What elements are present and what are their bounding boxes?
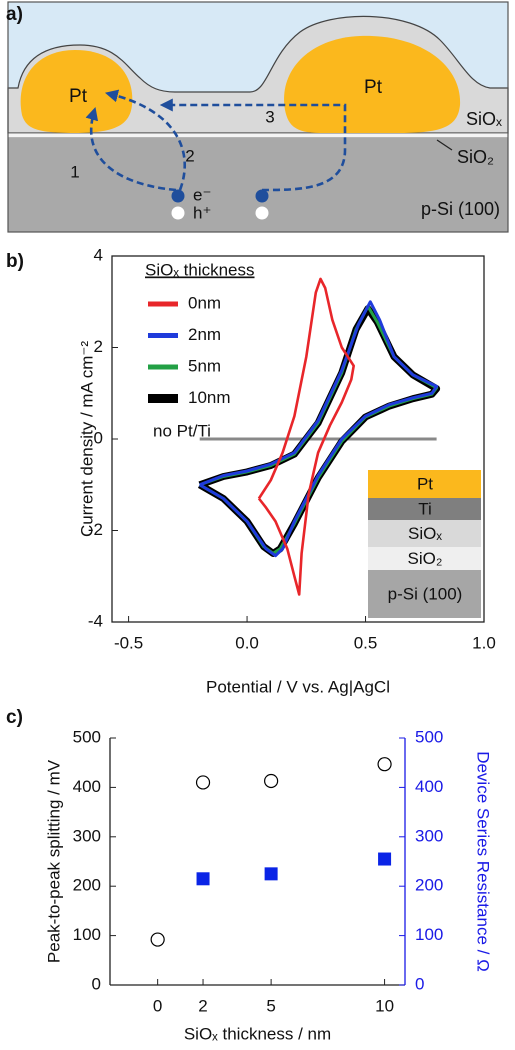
pt-particle — [20, 50, 133, 133]
label: 2 — [185, 146, 194, 165]
label: 3 — [265, 107, 274, 126]
point — [264, 773, 279, 789]
path-arrow — [104, 89, 186, 191]
y-tick-label: 0 — [94, 428, 103, 447]
inset-layer — [368, 498, 481, 520]
label: p-Si (100) — [421, 199, 500, 219]
legend-title: SiOₓ thickness — [145, 260, 255, 279]
panel-label: c) — [6, 707, 23, 728]
inset-label: SiO₂ — [408, 549, 443, 568]
y2-axis-label: Device Series Resistance / Ω — [474, 751, 493, 972]
y-tick-label: 500 — [73, 727, 101, 746]
electron-dot — [171, 189, 185, 203]
point — [378, 852, 392, 866]
y2-tick-label: 400 — [415, 777, 443, 796]
y-tick-label: 2 — [94, 337, 103, 356]
y-tick-label: 100 — [73, 925, 101, 944]
x-tick-label: 0 — [153, 996, 162, 1015]
label: Pt — [69, 86, 88, 107]
label: SiOₓ — [466, 109, 502, 129]
label: Pt — [364, 77, 383, 98]
inset-layer — [368, 520, 481, 547]
label: 1 — [70, 162, 79, 181]
y-tick-label: 200 — [73, 876, 101, 895]
y-tick-label: 0 — [92, 974, 101, 993]
y-tick-label: -2 — [88, 520, 103, 539]
label: h⁺ — [193, 203, 211, 222]
y2-tick-label: 500 — [415, 727, 443, 746]
legend-label: 0nm — [188, 293, 221, 312]
legend-label: 5nm — [188, 356, 221, 375]
frame — [7, 1, 509, 233]
pointer — [436, 139, 453, 151]
inset-layer — [368, 570, 481, 618]
x-tick-label: 10 — [375, 996, 394, 1015]
point — [377, 757, 392, 772]
hole-dot — [255, 206, 269, 220]
cv-curve — [257, 277, 355, 596]
inset-layer — [368, 547, 481, 570]
y-tick-label: 400 — [73, 777, 101, 796]
inset-layer — [368, 470, 481, 498]
y-axis-label: Peak-to-peak splitting / mV — [44, 759, 63, 963]
cv-curve — [198, 300, 439, 558]
label: e⁻ — [193, 185, 211, 204]
y-axis-label: Current density / mA cm⁻² — [77, 341, 96, 537]
electron-dot — [255, 189, 269, 203]
point — [196, 872, 210, 886]
sio2-layer — [7, 132, 509, 139]
x-axis-label: Potential / V vs. Ag|AgCl — [206, 677, 390, 696]
y2-tick-label: 0 — [415, 974, 424, 993]
legend-label: no Pt/Ti — [153, 421, 211, 440]
path-arrow — [85, 107, 177, 192]
y-tick-label: 4 — [94, 245, 103, 264]
y-tick-label: -4 — [88, 611, 103, 630]
y2-tick-label: 100 — [415, 925, 443, 944]
x-tick-label: -0.5 — [114, 633, 143, 652]
panel-label: a) — [6, 4, 23, 25]
x-axis-label: SiOₓ thickness / nm — [184, 1024, 331, 1043]
path-arrow — [159, 98, 347, 192]
point — [195, 775, 211, 790]
inset-label: Ti — [418, 499, 432, 518]
x-tick-label: 0.5 — [354, 633, 378, 652]
y2-tick-label: 200 — [415, 876, 443, 895]
x-tick-label: 0.0 — [235, 633, 259, 652]
inset-label: Pt — [417, 474, 433, 493]
label: SiO₂ — [457, 147, 494, 167]
legend-label: 10nm — [188, 388, 231, 407]
y2-tick-label: 300 — [415, 826, 443, 845]
y-tick-label: 300 — [73, 826, 101, 845]
point — [150, 932, 165, 947]
inset-label: p-Si (100) — [388, 584, 463, 603]
x-tick-label: 5 — [266, 996, 275, 1015]
x-tick-label: 2 — [198, 996, 207, 1015]
point — [264, 867, 278, 881]
inset-label: SiOₓ — [408, 524, 442, 543]
x-tick-label: 1.0 — [472, 633, 496, 652]
diagram: a) Pt Pt SiOₓ SiO₂ p-Si (100) 1 2 3 e⁻ h… — [6, 1, 509, 233]
legend-label: 2nm — [188, 325, 221, 344]
panel-label: b) — [6, 251, 24, 272]
hole-dot — [171, 206, 185, 220]
pt-particle — [284, 35, 461, 133]
